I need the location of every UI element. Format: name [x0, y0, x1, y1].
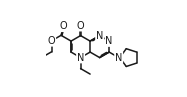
Text: N: N: [96, 31, 103, 41]
Text: N: N: [105, 36, 113, 46]
Text: O: O: [60, 21, 67, 31]
Text: N: N: [77, 53, 84, 63]
Text: N: N: [77, 53, 84, 63]
Text: N: N: [115, 53, 122, 63]
Text: O: O: [60, 21, 67, 31]
Text: O: O: [77, 21, 84, 31]
Text: O: O: [48, 36, 55, 46]
Text: N: N: [115, 53, 122, 63]
Text: O: O: [48, 36, 55, 46]
Text: N: N: [96, 31, 103, 41]
Text: N: N: [105, 36, 113, 46]
Text: O: O: [77, 21, 84, 31]
